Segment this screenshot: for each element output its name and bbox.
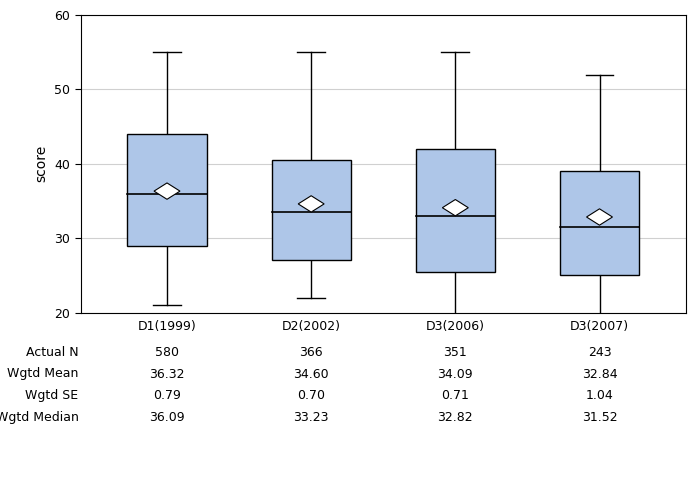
Bar xyxy=(127,134,206,246)
Text: 36.32: 36.32 xyxy=(149,368,185,380)
Text: 32.82: 32.82 xyxy=(438,411,473,424)
Text: 0.71: 0.71 xyxy=(442,389,469,402)
Polygon shape xyxy=(442,200,468,216)
Text: 34.60: 34.60 xyxy=(293,368,329,380)
Text: D1(1999): D1(1999) xyxy=(138,320,197,333)
Text: Wgtd Mean: Wgtd Mean xyxy=(7,368,78,380)
Text: 31.52: 31.52 xyxy=(582,411,617,424)
Text: Actual N: Actual N xyxy=(26,346,78,359)
Text: D3(2007): D3(2007) xyxy=(570,320,629,333)
Text: 0.79: 0.79 xyxy=(153,389,181,402)
Y-axis label: score: score xyxy=(34,145,48,182)
Text: 34.09: 34.09 xyxy=(438,368,473,380)
Text: D2(2002): D2(2002) xyxy=(281,320,341,333)
Text: 580: 580 xyxy=(155,346,179,359)
Text: Wgtd Median: Wgtd Median xyxy=(0,411,78,424)
Text: 1.04: 1.04 xyxy=(586,389,613,402)
Polygon shape xyxy=(154,183,180,200)
Bar xyxy=(416,149,495,272)
Text: 33.23: 33.23 xyxy=(293,411,329,424)
Text: 243: 243 xyxy=(588,346,611,359)
Text: 366: 366 xyxy=(300,346,323,359)
Polygon shape xyxy=(298,196,324,212)
Text: 36.09: 36.09 xyxy=(149,411,185,424)
Text: 32.84: 32.84 xyxy=(582,368,617,380)
Bar xyxy=(560,171,639,276)
Text: Wgtd SE: Wgtd SE xyxy=(25,389,78,402)
Polygon shape xyxy=(587,209,612,225)
Text: 351: 351 xyxy=(444,346,467,359)
Text: D3(2006): D3(2006) xyxy=(426,320,485,333)
Text: 0.70: 0.70 xyxy=(298,389,326,402)
Bar xyxy=(272,160,351,260)
